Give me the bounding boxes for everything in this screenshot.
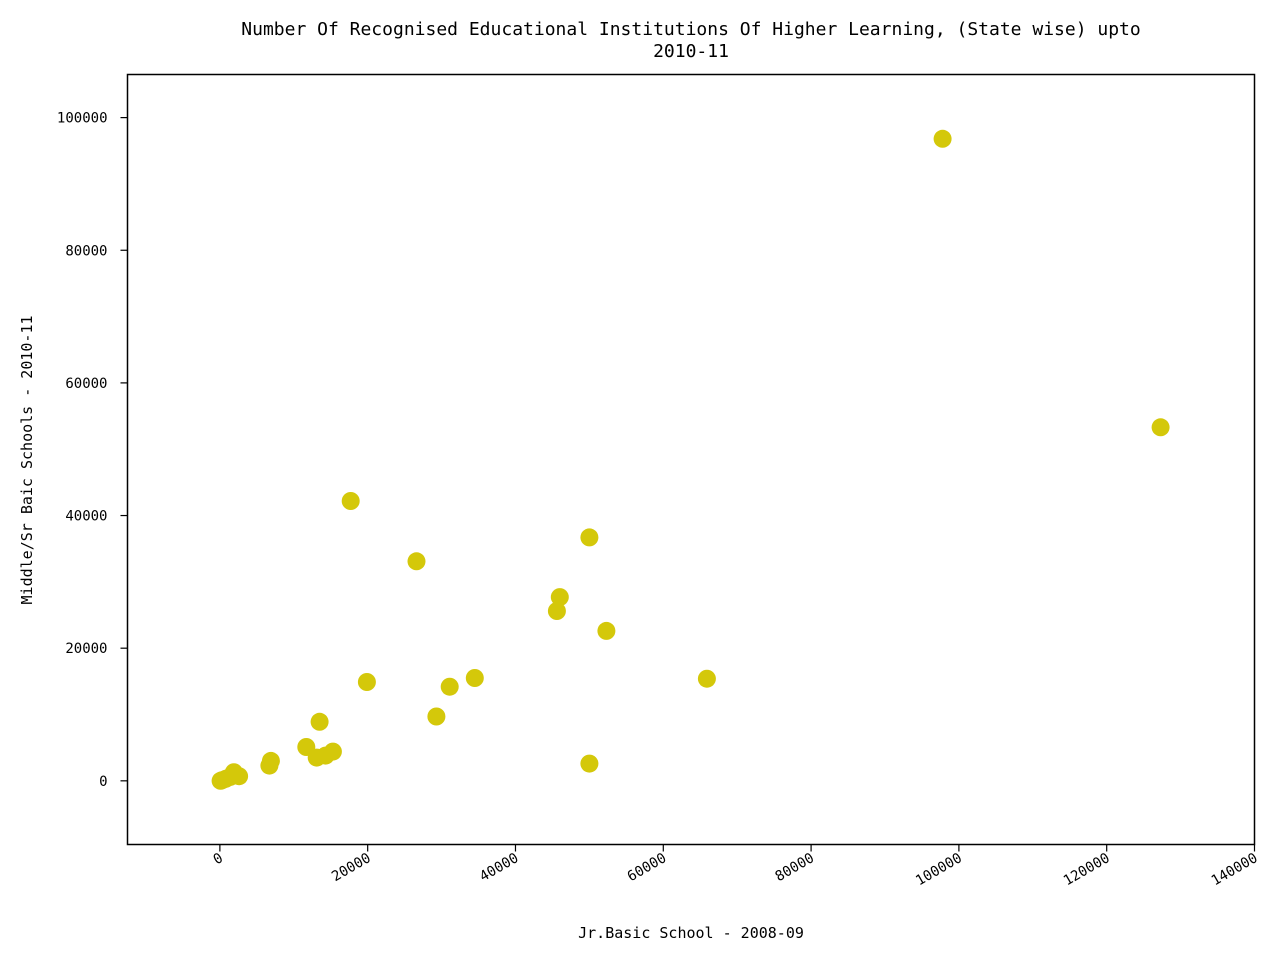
y-axis-label: Middle/Sr Baic Schools - 2010-11 (18, 316, 36, 605)
data-point-5 (407, 552, 426, 571)
x-tick-label: 0 (211, 850, 226, 868)
y-tick-label: 60000 (65, 376, 107, 392)
data-point-6 (550, 588, 569, 607)
data-point-1 (933, 129, 952, 148)
chart-title-line-2: 2010-11 (653, 41, 729, 62)
x-tick-label: 40000 (477, 850, 522, 885)
data-point-4 (580, 528, 599, 547)
x-tick-label: 100000 (913, 850, 965, 889)
x-axis-label: Jr.Basic School - 2008-09 (578, 924, 804, 942)
data-point-8 (597, 621, 616, 640)
y-axis-ticks: 0 20000 40000 60000 80000 100000 (57, 111, 128, 790)
y-tick-label: 40000 (65, 509, 107, 525)
data-point-2 (1151, 418, 1170, 437)
x-tick-label: 140000 (1209, 850, 1261, 889)
data-point-10 (465, 669, 484, 687)
data-point-14 (310, 712, 329, 731)
x-tick-label: 60000 (625, 850, 670, 885)
data-point-12 (440, 677, 459, 696)
plot-area-frame (126, 73, 1256, 846)
data-point-9 (697, 669, 716, 688)
y-tick-label: 20000 (65, 641, 107, 657)
data-points (211, 129, 1170, 790)
data-point-3 (341, 492, 360, 510)
y-tick-label: 100000 (57, 111, 108, 127)
x-axis-ticks: 0 20000 40000 60000 80000 100000 120000 140000 (211, 844, 1261, 889)
x-tick-label: 120000 (1061, 850, 1113, 889)
y-tick-label: 80000 (65, 243, 107, 259)
x-tick-label: 20000 (329, 850, 374, 885)
chart-title-line-1: Number Of Recognised Educational Institu… (241, 19, 1140, 40)
data-point-27 (211, 771, 230, 790)
data-point-13 (427, 707, 446, 726)
data-point-21 (580, 754, 599, 773)
x-tick-label: 80000 (773, 850, 818, 885)
data-point-20 (260, 756, 279, 775)
data-point-18 (307, 748, 326, 767)
data-point-11 (357, 673, 376, 691)
data-point-7 (547, 602, 566, 620)
y-tick-label: 0 (99, 774, 107, 790)
